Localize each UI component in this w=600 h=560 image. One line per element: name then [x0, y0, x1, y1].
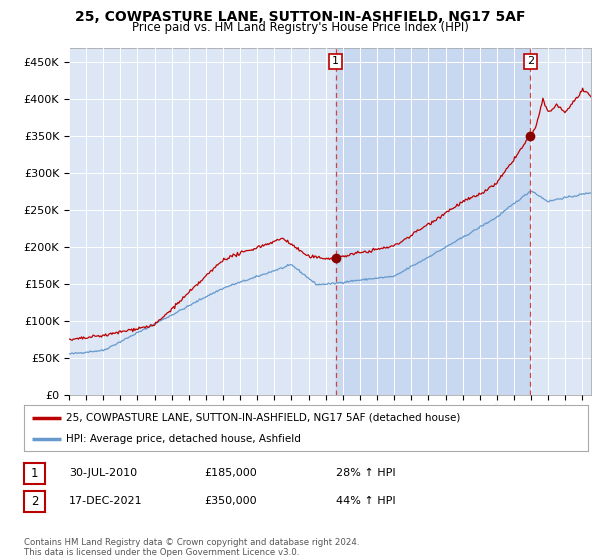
Text: 28% ↑ HPI: 28% ↑ HPI: [336, 468, 395, 478]
Text: 44% ↑ HPI: 44% ↑ HPI: [336, 496, 395, 506]
Text: 25, COWPASTURE LANE, SUTTON-IN-ASHFIELD, NG17 5AF: 25, COWPASTURE LANE, SUTTON-IN-ASHFIELD,…: [75, 10, 525, 24]
Text: 1: 1: [332, 57, 339, 66]
Text: 17-DEC-2021: 17-DEC-2021: [69, 496, 143, 506]
Text: HPI: Average price, detached house, Ashfield: HPI: Average price, detached house, Ashf…: [66, 435, 301, 444]
Text: 1: 1: [31, 466, 38, 480]
Text: 30-JUL-2010: 30-JUL-2010: [69, 468, 137, 478]
Text: 25, COWPASTURE LANE, SUTTON-IN-ASHFIELD, NG17 5AF (detached house): 25, COWPASTURE LANE, SUTTON-IN-ASHFIELD,…: [66, 413, 461, 423]
Text: Contains HM Land Registry data © Crown copyright and database right 2024.
This d: Contains HM Land Registry data © Crown c…: [24, 538, 359, 557]
Bar: [335, 48, 530, 395]
Text: 2: 2: [31, 494, 38, 508]
Text: 2: 2: [527, 57, 534, 66]
Text: Price paid vs. HM Land Registry's House Price Index (HPI): Price paid vs. HM Land Registry's House …: [131, 21, 469, 34]
Text: £350,000: £350,000: [204, 496, 257, 506]
Text: £185,000: £185,000: [204, 468, 257, 478]
